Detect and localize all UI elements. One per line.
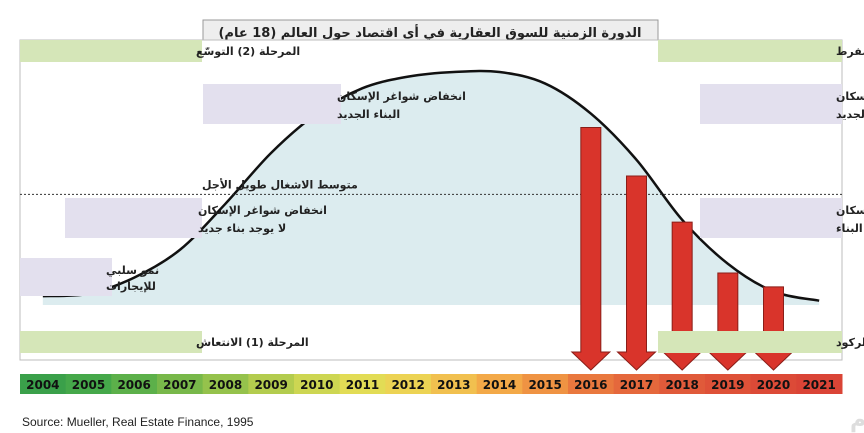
year-cell-2010 [294,374,341,394]
year-label-2017: 2017 [620,378,653,392]
note-increase-more-build-line1: زيادة شواغر الإسكان [836,204,864,217]
occupancy-label: متوسط الاشغال طويل الأجل [202,177,358,191]
phase-2-label: المرحلة (2) التوسّع [196,45,300,58]
year-label-2008: 2008 [209,378,242,392]
year-axis: 2004 2005 2006 2007 2008 2009 2010 2011 2012 2013… [20,374,843,394]
year-label-2012: 2012 [391,378,424,392]
note-vacancy-new-build-line2: البناء الجديد [337,108,400,121]
note-increase-new-build-line2: البناء الجديد [836,108,864,121]
year-label-2014: 2014 [483,378,516,392]
note-increase-more-build-line2: اكتمال مزيد من البناء [836,222,864,235]
year-label-2009: 2009 [254,378,287,392]
year-label-2010: 2010 [300,378,333,392]
note-negative-growth-line1: نمو سلبي [106,264,159,277]
year-cell-2017 [613,374,660,394]
note-vacancy-no-build-line1: انخفاض شواغر الإسكان [198,204,327,217]
phase-4-box [658,331,842,353]
phase-3-box [658,40,842,62]
year-cell-2018 [659,374,706,394]
note-vacancy-new-build-box [203,84,341,124]
note-increase-new-build-box [700,84,842,124]
year-cell-2012 [385,374,432,394]
phase-2-box [20,40,202,62]
year-label-2004: 2004 [26,378,59,392]
year-cell-2006 [111,374,158,394]
chart-title: الدورة الزمنية للسوق العقارية في أي اقتص… [218,24,641,41]
phase-1-label: المرحلة (1) الانتعاش [196,336,309,349]
year-cell-2005 [65,374,112,394]
phase-3-label: المرحلة (3) العرض المفرط [836,45,864,58]
year-label-2018: 2018 [665,378,698,392]
year-label-2007: 2007 [163,378,196,392]
year-label-2020: 2020 [757,378,790,392]
year-cell-2020 [750,374,797,394]
year-label-2011: 2011 [346,378,379,392]
cycle-area [42,70,820,305]
year-cell-2015 [522,374,569,394]
phase-4-label: المرحلة (4) الركود [836,336,864,349]
year-cell-2009 [248,374,295,394]
year-label-2019: 2019 [711,378,744,392]
note-vacancy-no-build-box [65,198,202,238]
cycle-curve [42,69,820,302]
note-vacancy-new-build-line1: انخفاض شواغر الإسكان [337,90,466,103]
year-label-2006: 2006 [117,378,150,392]
watermark-logo: الوئام [850,408,864,433]
year-label-2005: 2005 [72,378,105,392]
year-cell-2016 [568,374,615,394]
year-label-2016: 2016 [574,378,607,392]
source-text: Source: Mueller, Real Estate Finance, 19… [22,415,254,429]
year-cell-2007 [157,374,204,394]
note-vacancy-no-build-line2: لا يوجد بناء جديد [198,222,286,235]
year-cell-2011 [339,374,386,394]
year-label-2013: 2013 [437,378,470,392]
year-cell-2008 [202,374,249,394]
year-cell-2019 [705,374,752,394]
note-negative-growth-box [20,258,112,296]
note-negative-growth-line2: للإيجارات [106,280,156,293]
arrow-2016 [570,126,612,371]
year-cell-2004 [20,374,67,394]
year-cell-2014 [476,374,523,394]
year-cell-2013 [431,374,478,394]
year-label-2015: 2015 [528,378,561,392]
note-increase-new-build-line1: زيادة شواغر الإسكان [836,90,864,103]
year-label-2021: 2021 [802,378,835,392]
note-increase-more-build-box [700,198,842,238]
arrow-2017 [616,175,657,371]
phase-1-box [20,331,202,353]
year-cell-2021 [796,374,843,394]
